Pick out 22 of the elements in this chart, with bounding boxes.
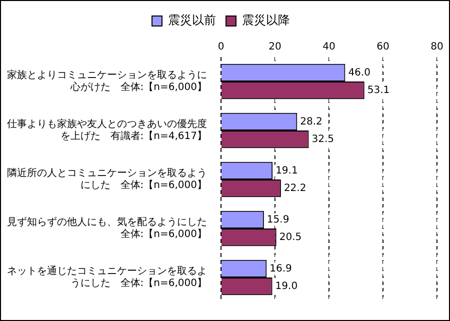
data-label: 32.5 bbox=[312, 134, 334, 145]
x-tick-label: 20 bbox=[268, 42, 282, 53]
data-label: 16.9 bbox=[270, 263, 292, 274]
x-tick-label: 40 bbox=[322, 42, 336, 53]
x-tick-label: 60 bbox=[376, 42, 390, 53]
y-tick-label: 仕事よりも家族や友人とのつきあいの優先度を上げた 有識者:【n=4,617】 bbox=[7, 118, 207, 142]
data-label: 20.5 bbox=[279, 232, 302, 243]
data-label: 46.0 bbox=[348, 67, 370, 78]
data-label: 15.9 bbox=[266, 214, 290, 226]
x-tick-label: 0 bbox=[218, 42, 224, 53]
legend-label: 震災以降 bbox=[242, 13, 290, 28]
data-label: 53.1 bbox=[367, 84, 390, 96]
y-tick-label: 隣近所の人とコミュニケーションを取るようにした 全体:【n=6,000】 bbox=[7, 167, 207, 192]
data-label: 19.1 bbox=[276, 165, 298, 176]
y-tick-label: ネットを通じたコミュニケーションを取るようにした 全体:【n=6,000】 bbox=[7, 265, 207, 290]
y-tick-label: 家族とよりコミュニケーションを取るように心がけた 全体:【n=6,000】 bbox=[7, 69, 207, 94]
legend-label: 震災以前 bbox=[168, 13, 216, 28]
data-label: 28.2 bbox=[300, 116, 322, 128]
data-label: 22.2 bbox=[284, 182, 306, 194]
x-tick-label: 80 bbox=[430, 42, 444, 53]
data-label: 19.0 bbox=[275, 280, 298, 292]
y-tick-label: 見ず知らずの他人にも、気を配るようにした全体:【n=6,000】 bbox=[7, 216, 207, 240]
